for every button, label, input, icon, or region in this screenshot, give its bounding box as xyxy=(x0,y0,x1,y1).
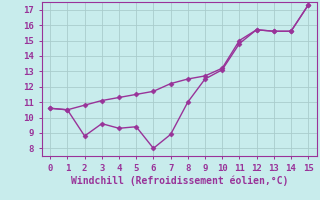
X-axis label: Windchill (Refroidissement éolien,°C): Windchill (Refroidissement éolien,°C) xyxy=(70,175,288,186)
